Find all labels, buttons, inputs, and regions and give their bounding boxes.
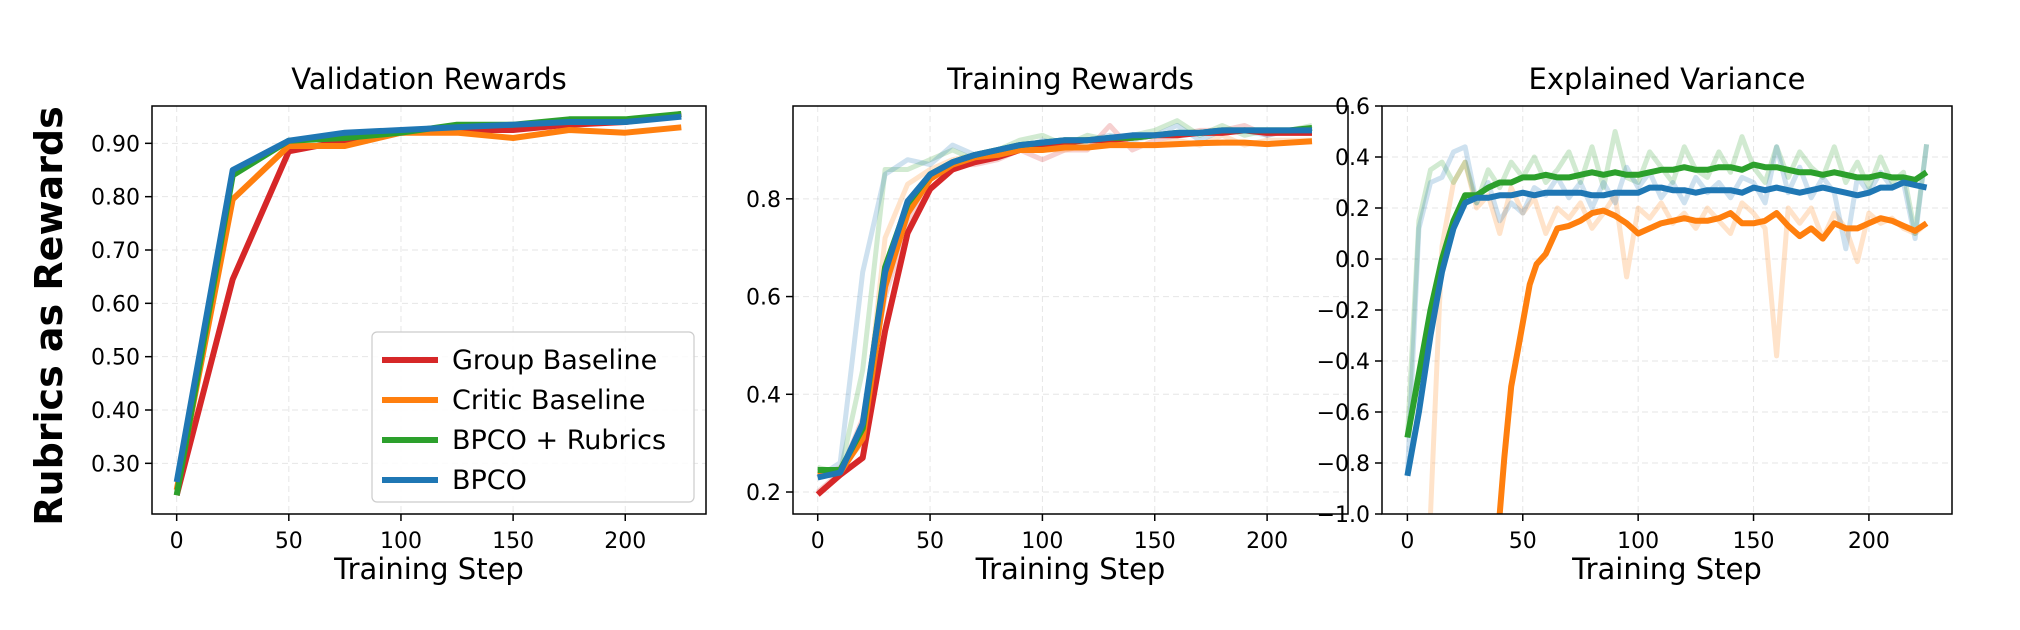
y-tick-label-0-4: 0.40 xyxy=(91,399,140,424)
x-tick-label-150: 150 xyxy=(1134,529,1176,554)
y-tick-label-0: 0.0 xyxy=(1335,248,1370,273)
series-line-group-baseline xyxy=(815,127,1312,497)
raw-line-bpco-rubrics xyxy=(1404,129,1930,438)
x-tick-label-200: 200 xyxy=(1246,529,1288,554)
series-line-bpco-rubrics xyxy=(1404,161,1929,439)
y-tick-label-0-4: 0.4 xyxy=(1335,146,1370,171)
y-tick-label-0-9: 0.90 xyxy=(91,132,140,157)
x-tick-label-0: 0 xyxy=(811,529,825,554)
legend-label-group-baseline: Group Baseline xyxy=(452,345,657,376)
x-tick-label-150: 150 xyxy=(1733,529,1775,554)
x-tick-label-0: 0 xyxy=(1400,529,1414,554)
x-tick-label-50: 50 xyxy=(275,529,303,554)
y-tick-label-0-8: −0.8 xyxy=(1317,452,1370,477)
y-tick-label-0-5: 0.50 xyxy=(91,346,140,371)
x-tick-label-100: 100 xyxy=(1021,529,1063,554)
legend-label-bpco: BPCO xyxy=(452,465,527,496)
legend-box xyxy=(371,331,695,503)
series-group xyxy=(1404,129,1930,514)
x-tick-label-200: 200 xyxy=(604,529,646,554)
x-tick-label-200: 200 xyxy=(1848,529,1890,554)
series-line-critic-baseline xyxy=(817,138,1313,478)
chart-title: Explained Variance xyxy=(1529,62,1806,96)
x-axis-label: Training Step xyxy=(333,552,524,586)
series-line-critic-baseline xyxy=(173,124,682,491)
axes-frame xyxy=(151,105,707,515)
x-tick-label-100: 100 xyxy=(380,529,422,554)
y-tick-label-0-4: −0.4 xyxy=(1317,350,1370,375)
panel-training-rewards: 0 50 100 150 200 0.2 0.4 0.6 0.8 Training Rewards… xyxy=(746,62,1349,586)
legend-label-bpco-rubrics: BPCO + Rubrics xyxy=(452,425,666,456)
chart-title: Training Rewards xyxy=(946,62,1194,96)
legend-label-critic-baseline: Critic Baseline xyxy=(452,385,645,416)
figure-ylabel: Rubrics as Rewards xyxy=(27,106,71,525)
axes-frame xyxy=(792,105,1349,515)
series-line-critic-baseline xyxy=(1496,207,1929,514)
x-tick-label-50: 50 xyxy=(916,529,944,554)
x-tick-label-100: 100 xyxy=(1617,529,1659,554)
panel-explained-variance: 0 50 100 150 200 −1.0 −0.8 −0.6 −0.4 −0.2 0.0 0.2 0.… xyxy=(1317,62,1953,586)
chart-title: Validation Rewards xyxy=(291,62,567,96)
x-tick-label-150: 150 xyxy=(492,529,534,554)
y-tick-label-0-8: 0.80 xyxy=(91,186,140,211)
y-tick-label-0-6: 0.6 xyxy=(746,286,781,311)
y-tick-label-0-7: 0.70 xyxy=(91,239,140,264)
x-tick-label-50: 50 xyxy=(1509,529,1537,554)
x-axis-label: Training Step xyxy=(1571,552,1762,586)
series-line-bpco xyxy=(173,113,682,483)
y-tick-label-0-2: −0.2 xyxy=(1317,299,1370,324)
series-group xyxy=(815,118,1313,497)
y-tick-label-0-2: 0.2 xyxy=(746,481,781,506)
y-tick-label-1: −1.0 xyxy=(1317,503,1370,528)
legend: Group Baseline Critic Baseline BPCO + Rubr… xyxy=(371,331,695,503)
x-axis-label: Training Step xyxy=(975,552,1166,586)
y-tick-label-0-8: 0.8 xyxy=(746,188,781,213)
x-tick-label-0: 0 xyxy=(170,529,184,554)
y-tick-label-0-4: 0.4 xyxy=(746,383,781,408)
series-line-bpco xyxy=(1404,179,1928,477)
y-tick-label-0-2: 0.2 xyxy=(1335,197,1370,222)
series-group xyxy=(173,111,682,497)
series-line-bpco xyxy=(817,127,1312,481)
y-tick-label-0-6: 0.60 xyxy=(91,292,140,317)
y-tick-label-0-3: 0.30 xyxy=(91,452,140,477)
y-tick-label-0-6: −0.6 xyxy=(1317,401,1370,426)
y-tick-label-0-6: 0.6 xyxy=(1335,95,1370,120)
panel-validation-rewards: 0 50 100 150 200 0.30 0.40 0.50 0.60 0.70 0.80 0.90… xyxy=(91,62,707,586)
